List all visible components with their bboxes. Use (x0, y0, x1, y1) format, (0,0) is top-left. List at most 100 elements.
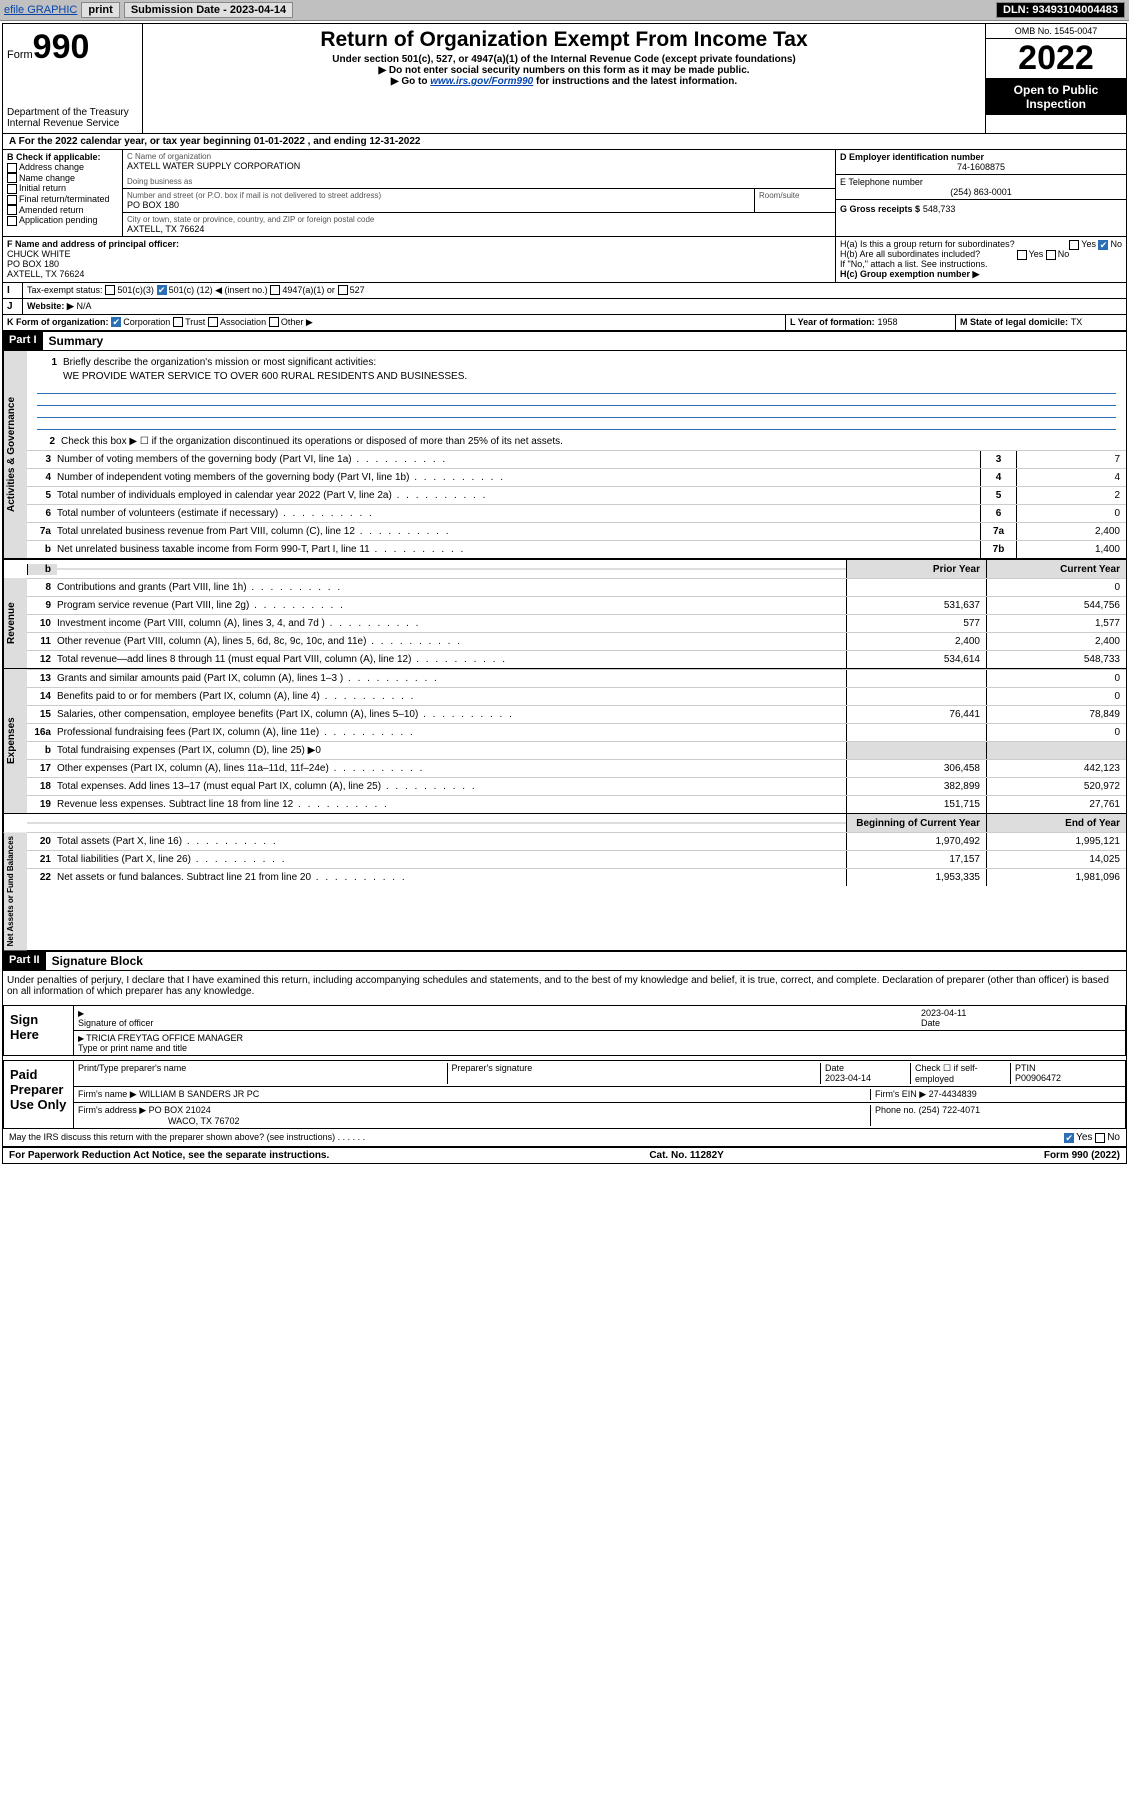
chk-other[interactable]: Other ▶ (281, 317, 313, 327)
footer-mid: Cat. No. 11282Y (649, 1150, 723, 1161)
footer-right: Form 990 (2022) (1044, 1150, 1120, 1161)
label-i: I (3, 283, 23, 298)
side-gov: Activities & Governance (3, 351, 27, 558)
officer-name: CHUCK WHITE (7, 249, 831, 259)
submission-date: Submission Date - 2023-04-14 (124, 2, 293, 18)
rev-line-12: 12Total revenue—add lines 8 through 11 (… (27, 650, 1126, 668)
name-title-label: Type or print name and title (78, 1043, 187, 1053)
revenue-section: b Prior Year Current Year (3, 559, 1126, 578)
na-line-21: 21Total liabilities (Part X, line 26)17,… (27, 850, 1126, 868)
print-button[interactable]: print (81, 2, 119, 18)
year-box: OMB No. 1545-0047 2022 Open to Public In… (986, 24, 1126, 133)
chk-name-change[interactable]: Name change (19, 173, 75, 183)
expenses-body: Expenses 13Grants and similar amounts pa… (3, 669, 1126, 814)
rev-line-9: 9Program service revenue (Part VIII, lin… (27, 596, 1126, 614)
tax-year-line: A For the 2022 calendar year, or tax yea… (3, 134, 1126, 150)
exp-line-13: 13Grants and similar amounts paid (Part … (27, 669, 1126, 687)
ha-yes[interactable]: Yes (1081, 239, 1096, 249)
form-number: 990 (33, 28, 90, 66)
street-label: Number and street (or P.O. box if mail i… (127, 191, 750, 200)
sig-officer-label: Signature of officer (78, 1018, 153, 1028)
officer-addr2: AXTELL, TX 76624 (7, 269, 831, 279)
exp-line-b: bTotal fundraising expenses (Part IX, co… (27, 741, 1126, 759)
paid-preparer-block: Paid Preparer Use Only Print/Type prepar… (3, 1060, 1126, 1129)
box-c: C Name of organization AXTELL WATER SUPP… (123, 150, 836, 236)
room-label: Room/suite (755, 189, 835, 212)
net-assets-body: Net Assets or Fund Balances 20Total asse… (3, 832, 1126, 951)
tax-year: 2022 (986, 39, 1126, 79)
na-line-20: 20Total assets (Part X, line 16)1,970,49… (27, 832, 1126, 850)
chk-501c[interactable]: 501(c) (12) ◀ (insert no.) (169, 285, 268, 295)
subtitle-1: Under section 501(c), 527, or 4947(a)(1)… (151, 54, 977, 65)
ein-label: D Employer identification number (840, 152, 1122, 162)
chk-final-return[interactable]: Final return/terminated (19, 194, 110, 204)
chk-address-change[interactable]: Address change (19, 162, 84, 172)
ptin-label: PTIN (1015, 1063, 1036, 1073)
irs-label: Internal Revenue Service (7, 118, 138, 129)
line1-label: Briefly describe the organization's miss… (63, 356, 1120, 369)
officer-addr1: PO BOX 180 (7, 259, 831, 269)
exp-line-18: 18Total expenses. Add lines 13–17 (must … (27, 777, 1126, 795)
prep-sig-label: Preparer's signature (448, 1063, 822, 1084)
phone-value: (254) 863-0001 (840, 187, 1122, 197)
hb-yes[interactable]: Yes (1029, 249, 1044, 259)
hb-no[interactable]: No (1058, 249, 1070, 259)
page-title: Return of Organization Exempt From Incom… (151, 28, 977, 52)
hb-note: If "No," attach a list. See instructions… (840, 259, 1122, 269)
form-id-box: Form990 Department of the Treasury Inter… (3, 24, 143, 133)
goto-pre: ▶ Go to (391, 76, 430, 87)
discuss-yes[interactable]: Yes (1076, 1132, 1092, 1143)
chk-amended[interactable]: Amended return (19, 205, 84, 215)
chk-corp[interactable]: Corporation (123, 317, 170, 327)
ha-no[interactable]: No (1110, 239, 1122, 249)
year-formation: 1958 (877, 317, 897, 327)
firm-ein: 27-4434839 (929, 1089, 977, 1099)
chk-assoc[interactable]: Association (220, 317, 266, 327)
ein-value: 74-1608875 (840, 162, 1122, 172)
org-name-label: C Name of organization (127, 152, 831, 161)
efile-link[interactable]: efile GRAPHIC (4, 4, 77, 16)
side-na: Net Assets or Fund Balances (3, 832, 27, 950)
box-j: Website: ▶ N/A (23, 299, 1126, 314)
prep-self-emp[interactable]: Check ☐ if self-employed (911, 1063, 1011, 1084)
page-footer: For Paperwork Reduction Act Notice, see … (3, 1147, 1126, 1163)
gross-label: G Gross receipts $ (840, 204, 920, 214)
sign-here-block: Sign Here Signature of officer 2023-04-1… (3, 1005, 1126, 1056)
box-deg: D Employer identification number 74-1608… (836, 150, 1126, 236)
exp-line-17: 17Other expenses (Part IX, column (A), l… (27, 759, 1126, 777)
chk-initial-return[interactable]: Initial return (19, 183, 66, 193)
box-k: K Form of organization: Corporation Trus… (3, 315, 786, 330)
hb-label: H(b) Are all subordinates included? (840, 249, 980, 259)
chk-501c3[interactable]: 501(c)(3) (117, 285, 154, 295)
officer-name-title: TRICIA FREYTAG OFFICE MANAGER (86, 1033, 243, 1043)
chk-trust[interactable]: Trust (185, 317, 205, 327)
hdr-prior-year: Prior Year (846, 560, 986, 578)
toolbar: efile GRAPHIC print Submission Date - 20… (0, 0, 1129, 21)
gov-line-4: 4Number of independent voting members of… (27, 468, 1126, 486)
chk-4947[interactable]: 4947(a)(1) or (282, 285, 335, 295)
chk-527[interactable]: 527 (350, 285, 365, 295)
rev-line-10: 10Investment income (Part VIII, column (… (27, 614, 1126, 632)
discuss-no[interactable]: No (1107, 1132, 1120, 1143)
gov-line-5: 5Total number of individuals employed in… (27, 486, 1126, 504)
firm-name-label: Firm's name ▶ (78, 1089, 137, 1099)
form-title-box: Return of Organization Exempt From Incom… (143, 24, 986, 133)
firm-phone: (254) 722-4071 (919, 1105, 981, 1115)
label-j: J (3, 299, 23, 314)
form-word: Form (7, 49, 33, 61)
part-i-header: Part I Summary (3, 331, 1126, 351)
activities-governance: Activities & Governance 1Briefly describ… (3, 351, 1126, 559)
ptin-value: P00906472 (1015, 1073, 1061, 1083)
na-header: Beginning of Current Year End of Year (3, 814, 1126, 832)
gov-line-7b: bNet unrelated business taxable income f… (27, 540, 1126, 558)
gov-line-7a: 7aTotal unrelated business revenue from … (27, 522, 1126, 540)
box-m: M State of legal domicile: TX (956, 315, 1126, 330)
city-label: City or town, state or province, country… (127, 215, 831, 224)
chk-app-pending[interactable]: Application pending (19, 215, 98, 225)
exp-line-14: 14Benefits paid to or for members (Part … (27, 687, 1126, 705)
irs-form-link[interactable]: www.irs.gov/Form990 (430, 76, 533, 87)
dba-label: Doing business as (127, 177, 831, 186)
prep-name-label: Print/Type preparer's name (78, 1063, 448, 1084)
firm-addr1: PO BOX 21024 (149, 1105, 211, 1115)
box-f: F Name and address of principal officer:… (3, 237, 836, 282)
